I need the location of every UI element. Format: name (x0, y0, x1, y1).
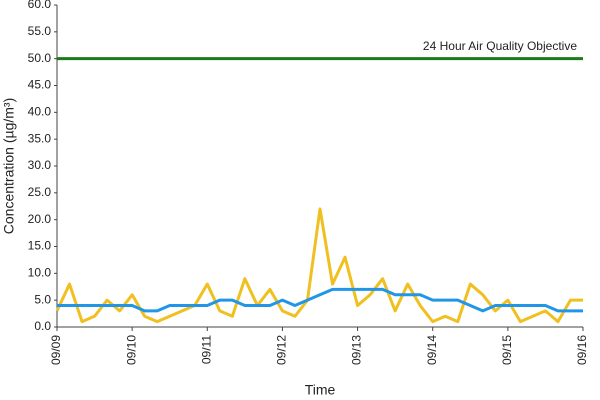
x-tick-label: 09/16 (575, 335, 589, 365)
x-tick-label: 09/14 (425, 335, 439, 365)
y-tick-label: 55.0 (28, 24, 52, 38)
x-tick-label: 09/12 (275, 335, 289, 365)
y-tick-label: 10.0 (28, 266, 52, 280)
y-tick-label: 50.0 (28, 51, 52, 65)
x-tick-label: 09/13 (350, 335, 364, 365)
y-tick-label: 5.0 (34, 292, 51, 306)
x-tick-label: 09/11 (199, 335, 213, 364)
y-tick-label: 0.0 (34, 319, 51, 333)
y-tick-label: 30.0 (28, 158, 52, 172)
x-axis-label: Time (305, 382, 336, 398)
y-tick-label: 35.0 (28, 131, 52, 145)
y-axis-label: Concentration (µg/m³) (1, 98, 17, 234)
series-line (57, 287, 583, 313)
series-line (55, 207, 583, 324)
x-tick-label: 09/15 (500, 335, 514, 365)
objective-label: 24 Hour Air Quality Objective (423, 39, 577, 53)
y-tick-label: 45.0 (28, 78, 52, 92)
y-tick-label: 60.0 (28, 0, 52, 11)
y-tick-label: 15.0 (28, 239, 52, 253)
y-tick-label: 25.0 (28, 185, 52, 199)
x-tick-label: 09/10 (124, 335, 138, 365)
x-tick-label: 09/09 (49, 335, 63, 365)
y-tick-label: 20.0 (28, 212, 52, 226)
y-tick-label: 40.0 (28, 105, 52, 119)
